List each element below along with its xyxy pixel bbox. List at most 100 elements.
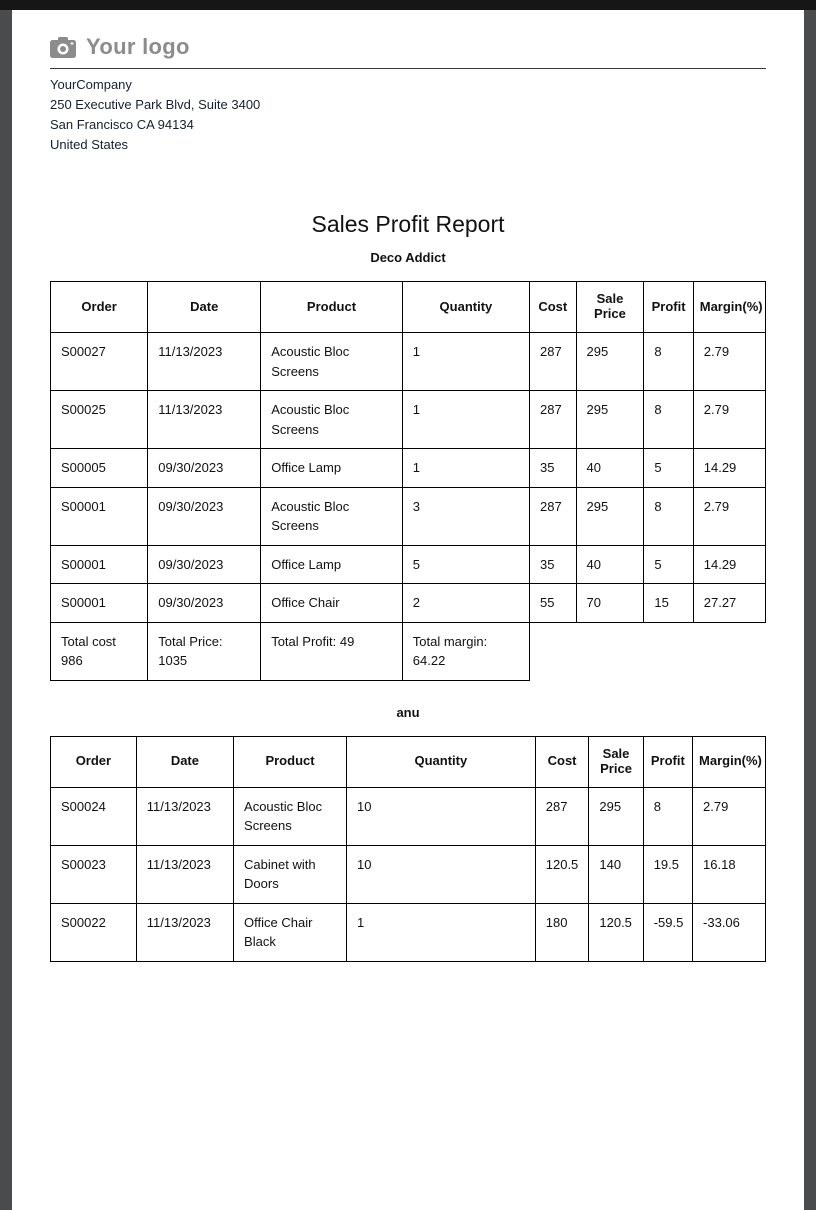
company-address: YourCompany 250 Executive Park Blvd, Sui…: [50, 75, 766, 155]
order-cell: S00001: [49, 486, 149, 546]
total-cell: Total margin: 64.22: [401, 621, 531, 681]
customer-section: Deco Addict Order Date Product Quantity Cost…: [49, 250, 767, 681]
column-header-cost: Cost: [529, 281, 577, 333]
quantity-cell: 10: [346, 786, 536, 846]
date-cell: 09/30/2023: [147, 448, 262, 488]
cost-cell: 35: [529, 544, 577, 584]
date-cell: 09/30/2023: [147, 486, 262, 546]
order-cell: S00001: [49, 583, 149, 623]
profit-cell: 5: [643, 544, 694, 584]
column-header-sale-price: Sale Price: [588, 735, 644, 788]
quantity-cell: 1: [401, 448, 531, 488]
cost-cell: 180: [534, 902, 590, 962]
company-street: 250 Executive Park Blvd, Suite 3400: [50, 97, 261, 112]
column-header-product: Product: [260, 281, 403, 333]
order-cell: S00022: [50, 902, 137, 962]
page-header: Your logo: [50, 34, 766, 69]
quantity-cell: 1: [401, 332, 531, 391]
total-cell: Total Profit: 49: [260, 621, 403, 681]
order-cell: S00005: [49, 448, 149, 488]
totals-row: Total cost 986 Total Price: 1035 Total Pro…: [49, 621, 766, 681]
date-cell: 09/30/2023: [147, 583, 262, 623]
column-header-quantity: Quantity: [346, 735, 536, 788]
sale-price-cell: 120.5: [588, 902, 644, 962]
sale-price-cell: 295: [575, 332, 645, 391]
table-header-row: Order Date Product Quantity Cost Sale Price Pr…: [50, 735, 766, 788]
product-cell: Office Lamp: [260, 544, 403, 584]
profit-cell: 8: [643, 332, 694, 391]
column-header-margin: Margin(%): [692, 281, 767, 333]
table-row: S00022 11/13/2023 Office Chair Black 1 180 12…: [50, 902, 766, 962]
table-row: S00001 09/30/2023 Office Lamp 5 35 40 5 14.29: [49, 544, 767, 584]
sale-price-cell: 140: [588, 844, 644, 904]
sale-price-cell: 295: [575, 390, 645, 449]
margin-cell: 27.27: [692, 583, 767, 623]
date-cell: 11/13/2023: [147, 332, 262, 391]
empty-cell: [530, 622, 576, 680]
column-header-cost: Cost: [534, 735, 590, 788]
quantity-cell: 1: [346, 902, 536, 962]
margin-cell: 14.29: [692, 448, 767, 488]
tables-container: Deco Addict Order Date Product Quantity Cost…: [49, 250, 767, 962]
date-cell: 11/13/2023: [135, 844, 235, 904]
date-cell: 11/13/2023: [135, 786, 235, 846]
report-page: Your logo YourCompany 250 Executive Park…: [12, 10, 804, 1210]
margin-cell: 2.79: [692, 786, 766, 846]
table-row: S00025 11/13/2023 Acoustic Bloc Screens 1 28…: [49, 390, 767, 449]
profit-cell: 15: [643, 583, 694, 623]
profit-cell: 8: [642, 786, 694, 846]
cost-cell: 287: [529, 486, 577, 546]
profit-cell: -59.5: [642, 902, 694, 962]
margin-cell: 14.29: [692, 544, 767, 584]
column-header-product: Product: [233, 735, 347, 788]
product-cell: Acoustic Bloc Screens: [260, 390, 403, 449]
order-cell: S00024: [50, 786, 137, 846]
profit-cell: 5: [643, 448, 694, 488]
margin-cell: 2.79: [692, 332, 767, 391]
company-city: San Francisco CA 94134: [50, 117, 194, 132]
table-row: S00001 09/30/2023 Acoustic Bloc Screens 3 28…: [49, 486, 767, 546]
product-cell: Office Lamp: [260, 448, 403, 488]
sale-price-cell: 295: [588, 786, 644, 846]
quantity-cell: 2: [401, 583, 531, 623]
column-header-quantity: Quantity: [401, 281, 531, 333]
order-cell: S00027: [49, 332, 149, 391]
column-header-order: Order: [49, 281, 149, 333]
table-row: S00027 11/13/2023 Acoustic Bloc Screens 1 28…: [49, 332, 767, 391]
quantity-cell: 10: [346, 844, 536, 904]
empty-cell: [644, 622, 693, 680]
viewer-top-bar: [0, 0, 816, 10]
product-cell: Acoustic Bloc Screens: [260, 486, 403, 546]
sale-price-cell: 70: [575, 583, 645, 623]
order-cell: S00001: [49, 544, 149, 584]
sales-profit-table: Order Date Product Quantity Cost Sale Price Pr…: [49, 281, 767, 681]
cost-cell: 287: [534, 786, 590, 846]
cost-cell: 55: [529, 583, 577, 623]
sale-price-cell: 40: [575, 448, 645, 488]
column-header-profit: Profit: [643, 281, 694, 333]
column-header-sale-price: Sale Price: [575, 281, 645, 333]
margin-cell: 2.79: [692, 390, 767, 449]
report-title: Sales Profit Report: [311, 211, 505, 237]
column-header-date: Date: [147, 281, 262, 333]
customer-name: anu: [396, 704, 420, 720]
quantity-cell: 1: [401, 390, 531, 449]
table-row: S00024 11/13/2023 Acoustic Bloc Screens 10 2…: [50, 786, 766, 846]
date-cell: 11/13/2023: [135, 902, 235, 962]
total-cell: Total cost 986: [49, 621, 149, 681]
product-cell: Cabinet with Doors: [233, 844, 347, 904]
cost-cell: 120.5: [534, 844, 590, 904]
profit-cell: 8: [643, 390, 694, 449]
company-country: United States: [50, 137, 129, 152]
sales-profit-table: Order Date Product Quantity Cost Sale Price Pr…: [50, 735, 766, 962]
customer-section: anu Order Date Product Quantity Cost Sale Pri…: [50, 705, 766, 962]
product-cell: Acoustic Bloc Screens: [260, 332, 403, 391]
order-cell: S00023: [50, 844, 137, 904]
cost-cell: 287: [529, 390, 577, 449]
quantity-cell: 5: [401, 544, 531, 584]
total-cell: Total Price: 1035: [147, 621, 262, 681]
date-cell: 11/13/2023: [147, 390, 262, 449]
table-header-row: Order Date Product Quantity Cost Sale Price Pr…: [49, 281, 767, 333]
product-cell: Office Chair: [260, 583, 403, 623]
margin-cell: -33.06: [692, 902, 766, 962]
